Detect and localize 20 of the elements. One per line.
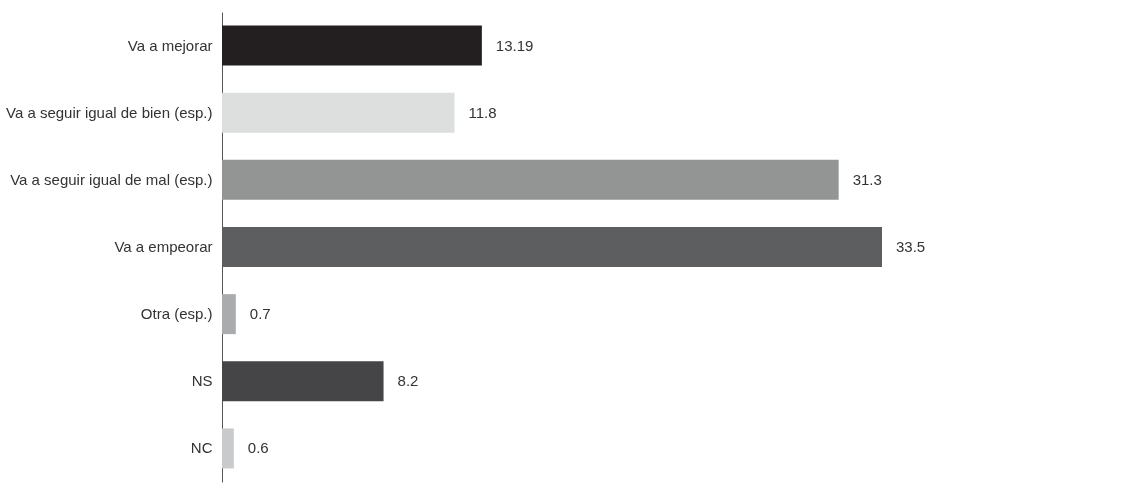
data-label: 11.8	[468, 103, 497, 121]
y-tick-label: Va a mejorar	[127, 36, 213, 54]
bar	[222, 159, 839, 200]
bar	[222, 294, 236, 335]
y-tick-label: Va a seguir igual de mal (esp.)	[10, 170, 213, 188]
y-tick-label: NS	[191, 372, 213, 390]
data-label: 0.7	[249, 305, 271, 323]
data-label: 0.6	[247, 439, 269, 457]
bar	[222, 428, 234, 469]
bar	[222, 361, 384, 402]
data-label: 8.2	[397, 372, 419, 390]
y-tick-label: NC	[190, 439, 213, 457]
y-tick-label: Va a empeorar	[114, 238, 213, 255]
bar	[222, 92, 455, 133]
data-label: 33.5	[896, 238, 926, 255]
data-label: 13.19	[495, 36, 534, 54]
y-tick-label: Va a seguir igual de bien (esp.)	[5, 103, 213, 121]
data-label: 31.3	[852, 170, 882, 188]
bar	[222, 25, 482, 66]
y-tick-label: Otra (esp.)	[140, 305, 213, 323]
